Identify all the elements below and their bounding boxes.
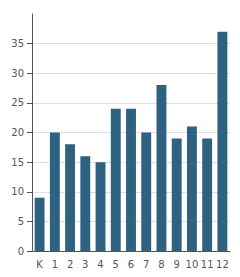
svg-text:6: 6 bbox=[128, 259, 134, 270]
svg-text:2: 2 bbox=[67, 259, 73, 270]
svg-text:11: 11 bbox=[201, 259, 214, 270]
svg-text:8: 8 bbox=[158, 259, 164, 270]
svg-text:10: 10 bbox=[186, 259, 199, 270]
svg-text:30: 30 bbox=[11, 68, 24, 79]
svg-text:0: 0 bbox=[18, 246, 24, 257]
svg-text:5: 5 bbox=[18, 216, 24, 227]
svg-text:25: 25 bbox=[11, 97, 24, 108]
svg-text:12: 12 bbox=[216, 259, 229, 270]
svg-text:15: 15 bbox=[11, 157, 24, 168]
svg-text:3: 3 bbox=[82, 259, 88, 270]
svg-text:20: 20 bbox=[11, 127, 24, 138]
svg-text:35: 35 bbox=[11, 38, 24, 49]
svg-text:7: 7 bbox=[143, 259, 149, 270]
svg-text:K: K bbox=[36, 259, 43, 270]
svg-text:5: 5 bbox=[113, 259, 119, 270]
svg-text:1: 1 bbox=[52, 259, 58, 270]
svg-text:4: 4 bbox=[97, 259, 103, 270]
svg-text:9: 9 bbox=[174, 259, 180, 270]
svg-text:10: 10 bbox=[11, 186, 24, 197]
